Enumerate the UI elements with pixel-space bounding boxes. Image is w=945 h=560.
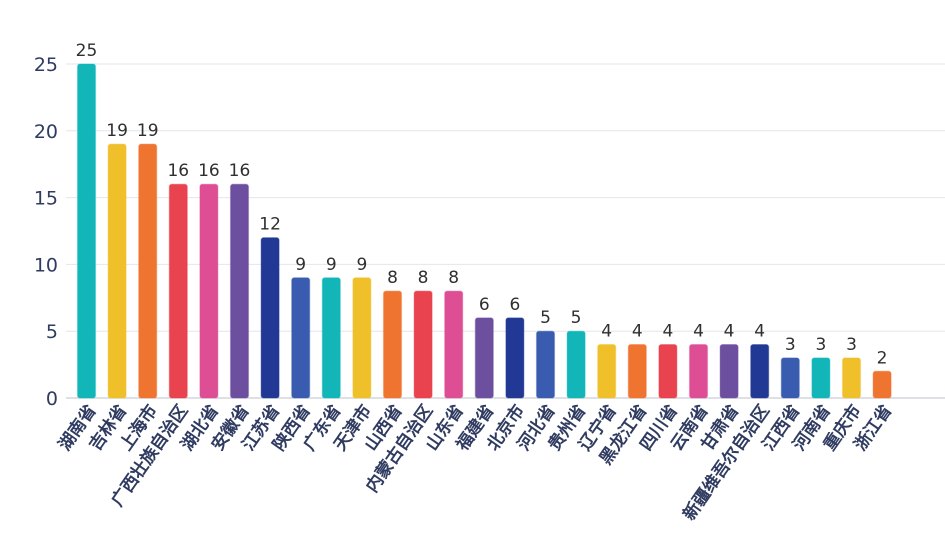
data-label: 3: [815, 335, 826, 355]
bar: [168, 183, 188, 399]
bar: [505, 317, 525, 399]
data-label: 16: [229, 161, 251, 181]
y-tick-label: 25: [34, 54, 58, 76]
data-label: 5: [540, 308, 551, 328]
bar: [382, 290, 403, 399]
bar: [811, 357, 831, 399]
data-label: 4: [754, 322, 765, 342]
bar: [688, 343, 709, 399]
bar: [444, 290, 464, 399]
bar: [413, 290, 433, 399]
y-tick-label: 15: [34, 188, 58, 210]
bar: [321, 277, 341, 399]
bar: [750, 343, 770, 399]
bar: [719, 343, 739, 399]
bar: [535, 330, 556, 399]
data-label: 4: [724, 322, 735, 342]
data-label: 2: [877, 348, 888, 368]
data-label: 3: [785, 335, 796, 355]
data-label: 16: [198, 161, 220, 181]
data-label: 4: [632, 322, 643, 342]
data-label: 5: [571, 308, 582, 328]
bars: [76, 63, 892, 399]
data-label: 4: [693, 322, 704, 342]
data-label: 4: [601, 322, 612, 342]
data-label: 8: [418, 268, 429, 288]
y-tick-label: 0: [46, 388, 58, 410]
category-labels: 湖南省吉林省上海市广西壮族自治区湖北省安徽省江苏省陕西省广东省天津市山西省内蒙古…: [54, 401, 896, 524]
data-label: 12: [259, 215, 281, 235]
data-label: 8: [448, 268, 459, 288]
data-label: 19: [106, 121, 128, 141]
bar: [352, 277, 372, 399]
data-label: 25: [76, 41, 98, 61]
bar: [76, 63, 97, 399]
y-tick-label: 10: [34, 254, 58, 276]
data-label: 9: [356, 255, 367, 275]
bar: [199, 183, 219, 399]
gridlines: [66, 63, 945, 332]
data-label: 8: [387, 268, 398, 288]
data-label: 9: [326, 255, 337, 275]
data-label: 3: [846, 335, 857, 355]
data-label: 16: [167, 161, 189, 181]
bar: [138, 143, 158, 399]
y-tick-label: 20: [34, 121, 58, 143]
data-label: 9: [295, 255, 306, 275]
bar: [780, 357, 800, 399]
bar: [229, 183, 250, 399]
bar: [474, 317, 494, 399]
data-label: 6: [509, 295, 520, 315]
data-label: 19: [137, 121, 159, 141]
bar: [291, 277, 311, 399]
bar: [566, 330, 586, 399]
data-label: 6: [479, 295, 490, 315]
y-tick-label: 5: [46, 321, 58, 343]
bar: [872, 370, 892, 399]
data-label: 4: [662, 322, 673, 342]
bar: [658, 343, 678, 399]
bar: [841, 357, 862, 399]
bar: [107, 143, 127, 399]
bar: [627, 343, 647, 399]
bar: [597, 343, 617, 399]
bar: [260, 237, 280, 399]
